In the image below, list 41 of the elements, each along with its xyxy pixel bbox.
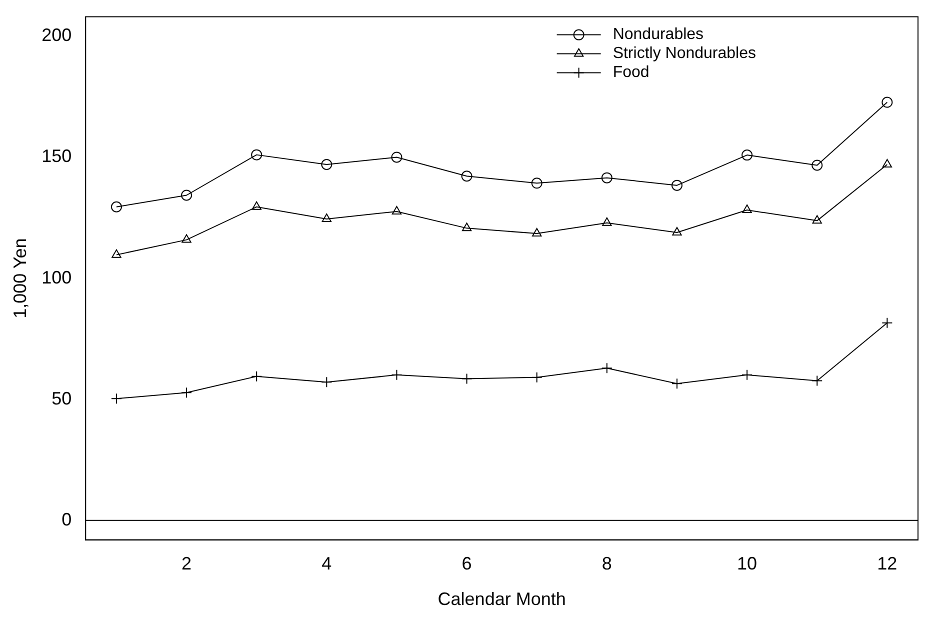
y-tick-label: 50 (52, 388, 72, 408)
y-axis-title: 1,000 Yen (10, 238, 30, 318)
point (392, 206, 402, 214)
point (182, 234, 192, 243)
point (110, 201, 122, 212)
point (532, 228, 542, 237)
y-tick-label: 150 (42, 146, 72, 166)
y-tick-label: 200 (42, 25, 72, 46)
x-tick-label: 10 (737, 554, 758, 574)
point (882, 159, 892, 168)
x-tick-label: 2 (182, 554, 192, 574)
point (321, 159, 332, 170)
point (882, 317, 893, 328)
point (322, 213, 332, 222)
x-tick-label: 6 (462, 554, 472, 574)
point (671, 180, 682, 191)
x-tick-label: 12 (877, 554, 898, 574)
point (181, 190, 192, 201)
point (251, 149, 262, 160)
point (672, 227, 682, 236)
point (461, 170, 472, 182)
point (882, 96, 893, 108)
y-tick-label: 0 (62, 509, 72, 530)
point (252, 201, 262, 210)
x-tick-label: 8 (602, 554, 612, 574)
legend-label: Food (612, 64, 650, 82)
y-tick-label: 100 (42, 267, 72, 288)
point (601, 172, 612, 184)
legend-label: Strictly Nondurables (612, 45, 756, 62)
point (812, 215, 822, 224)
point (391, 152, 402, 163)
point (812, 160, 823, 171)
point (531, 178, 542, 189)
point (462, 222, 472, 232)
point (112, 249, 122, 258)
point (742, 150, 753, 161)
legend-label: Nondurables (612, 26, 704, 44)
x-tick-label: 4 (322, 554, 332, 574)
point (742, 204, 752, 214)
point (602, 217, 612, 226)
x-axis-title: Calendar Month (438, 589, 566, 610)
